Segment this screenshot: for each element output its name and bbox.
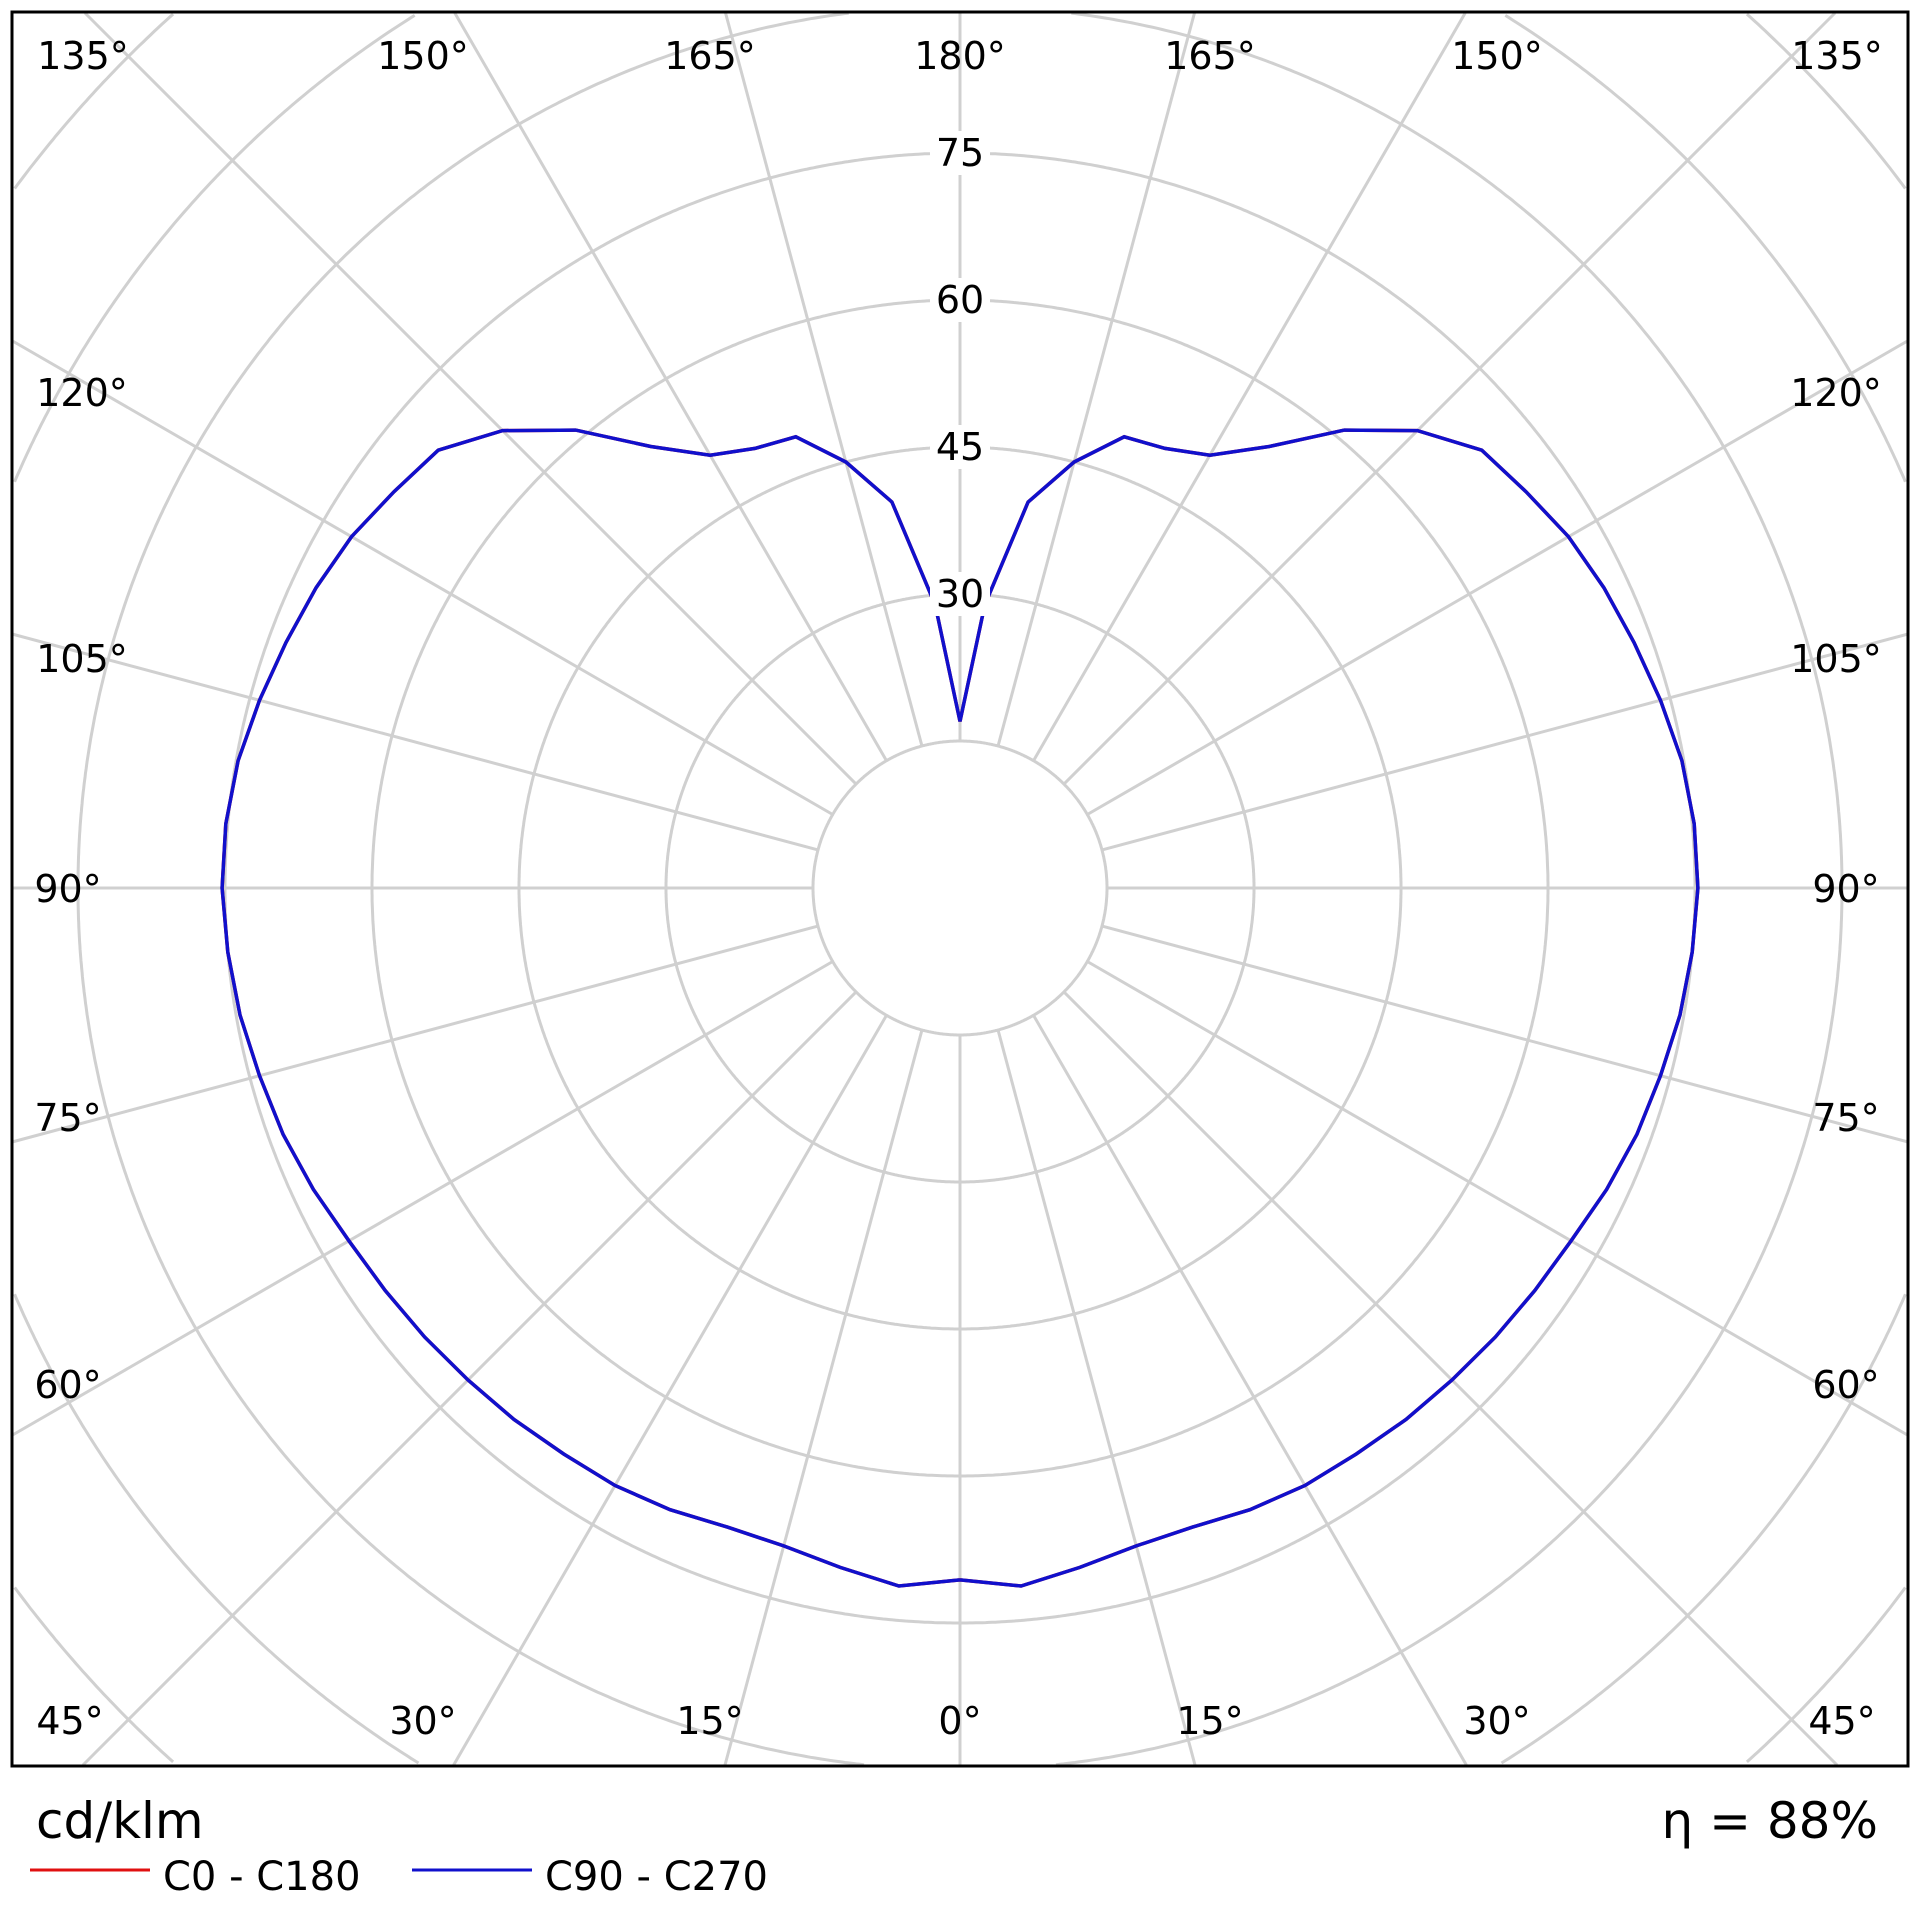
grid-spoke [12, 632, 819, 852]
angle-label: 75° [1812, 1096, 1879, 1140]
efficiency-label: η = 88% [1661, 1792, 1878, 1850]
radial-label-bg [930, 572, 990, 616]
legend-label-c90: C90 - C270 [545, 1854, 768, 1900]
grid-spoke [453, 12, 888, 762]
grid-ring [1504, 14, 1907, 483]
angle-label: 150° [1451, 34, 1543, 78]
unit-label: cd/klm [36, 1792, 204, 1850]
grid-spoke [1101, 632, 1908, 852]
grid-ring [13, 1586, 175, 1764]
angle-label: 30° [1463, 1699, 1530, 1743]
grid-ring [1055, 888, 1844, 1767]
angle-label: 90° [1812, 867, 1879, 911]
angle-label: 45° [1808, 1699, 1875, 1743]
curves [220, 428, 1700, 1588]
angle-label: 75° [34, 1096, 101, 1140]
radial-tick-label: 45 [936, 425, 984, 469]
grid-spoke [83, 11, 858, 786]
angle-label: 150° [377, 34, 469, 78]
radial-label-bg [930, 278, 990, 322]
angle-label: 105° [1790, 637, 1882, 681]
grid-ring [1071, 11, 1844, 888]
angle-label: 0° [938, 1699, 981, 1743]
grid-spoke [723, 1029, 924, 1766]
series-line-c90-c270 [220, 428, 1700, 1588]
grid-spoke [1086, 960, 1908, 1437]
grid-spoke [12, 339, 834, 816]
grid-ring [1500, 1293, 1907, 1765]
angle-label: 120° [36, 371, 128, 415]
legend: C0 - C180 C90 - C270 [30, 1854, 768, 1900]
angle-label: 60° [1812, 1363, 1879, 1407]
grid-spoke [724, 12, 924, 747]
angle-label: 60° [34, 1363, 101, 1407]
angle-label: 105° [36, 637, 128, 681]
radial-tick-label: 75 [936, 131, 984, 175]
grid-spoke [996, 12, 1196, 747]
grid-ring [13, 12, 175, 190]
grid-spoke [1062, 11, 1837, 786]
radial-label-bg [930, 425, 990, 469]
angle-label: 135° [37, 34, 129, 78]
angle-label: 120° [1790, 371, 1882, 415]
grid-spoke [1086, 339, 1908, 816]
grid-spoke [452, 1014, 888, 1766]
radial-tick-label: 60 [936, 278, 984, 322]
radial-tick-label: 30 [936, 572, 984, 616]
grid-spoke [996, 1029, 1197, 1766]
polar-grid [12, 11, 1908, 1767]
radial-label-bg [930, 131, 990, 175]
angle-label: 15° [676, 1699, 743, 1743]
angle-label: 135° [1791, 34, 1883, 78]
angle-label: 45° [36, 1699, 103, 1743]
grid-ring [1745, 12, 1907, 190]
angle-label: 180° [914, 34, 1006, 78]
radial-tick-labels: 30 45 60 75 [930, 131, 990, 616]
grid-spoke [1032, 12, 1467, 762]
angle-label: 15° [1176, 1699, 1243, 1743]
grid-ring [13, 1293, 420, 1765]
angle-label: 165° [664, 34, 756, 78]
legend-label-c0: C0 - C180 [163, 1854, 361, 1900]
angle-labels: 135° 150° 165° 180° 165° 150° 135° 120° 105° 90° 7… [34, 34, 1882, 1743]
grid-spoke [81, 990, 858, 1767]
plot-frame [10, 10, 1910, 1768]
angle-label: 90° [34, 867, 101, 911]
grid-spoke [12, 960, 834, 1437]
angle-label: 165° [1164, 34, 1256, 78]
grid-ring [76, 11, 865, 1767]
angle-label: 30° [389, 1699, 456, 1743]
grid-spoke [1032, 1014, 1468, 1766]
grid-spoke [1062, 990, 1839, 1767]
grid-spoke [12, 924, 819, 1144]
grid-spoke [1101, 924, 1908, 1144]
grid-ring [1745, 1586, 1907, 1764]
grid-ring [811, 739, 1109, 1037]
grid-ring [13, 14, 416, 483]
